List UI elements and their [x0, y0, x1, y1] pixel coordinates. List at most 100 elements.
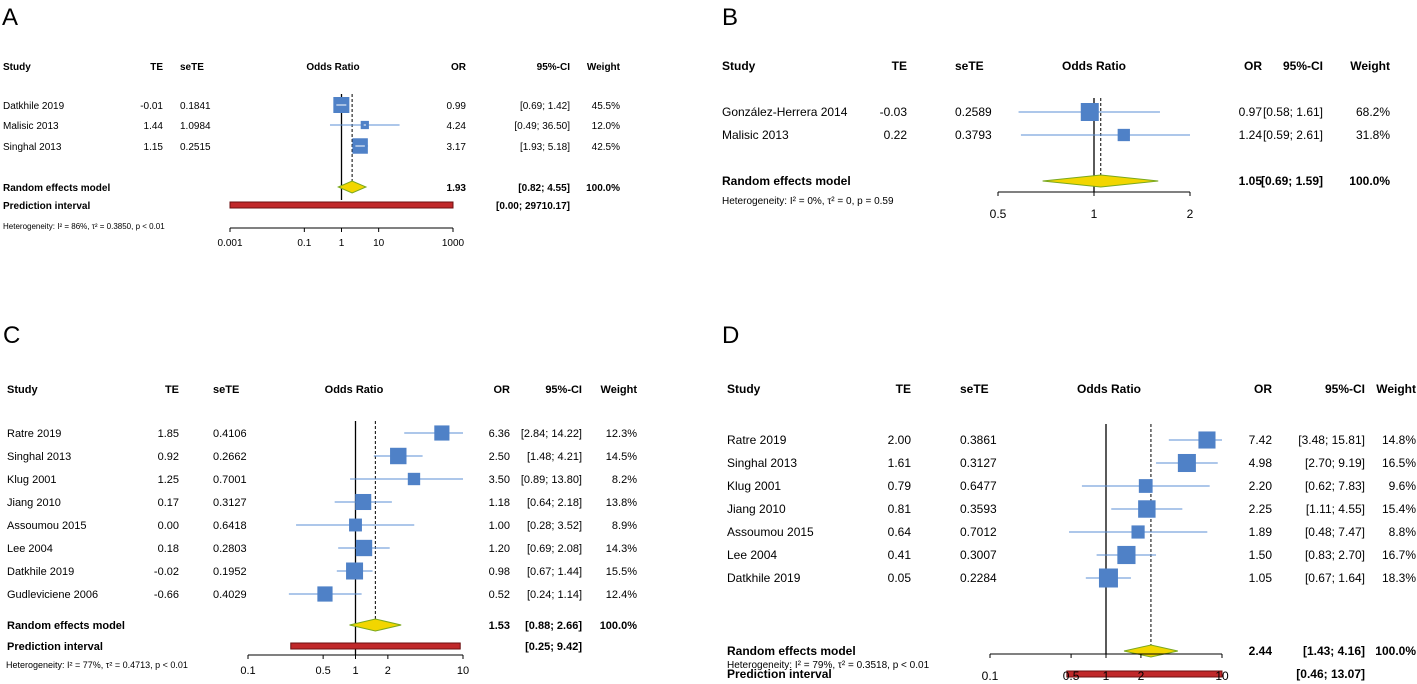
study-sete: 0.2515	[180, 142, 211, 153]
header-study: Study	[722, 59, 756, 73]
study-weight: 8.9%	[612, 520, 637, 532]
prediction-ci: [0.00; 29710.17]	[496, 201, 570, 212]
study-or: 2.50	[489, 451, 510, 463]
study-weight: 12.3%	[606, 428, 637, 440]
study-te: 2.00	[888, 433, 912, 447]
pooled-label: Random effects model	[727, 644, 856, 658]
study-row: Jiang 2010 0.17 0.3127 1.18 [0.64; 2.18] 13.8…	[7, 493, 637, 511]
pooled-diamond	[1123, 644, 1178, 658]
study-ci: [2.84; 14.22]	[521, 428, 582, 440]
pooled-row: Random effects model 2.44 [1.43; 4.16] 100.…	[727, 644, 1416, 658]
study-name: González-Herrera 2014	[722, 105, 848, 119]
x-tick-label: 0.1	[297, 238, 311, 249]
effect-box	[1131, 525, 1145, 539]
study-sete: 0.3127	[960, 456, 997, 470]
study-weight: 13.8%	[606, 497, 637, 509]
study-weight: 16.5%	[1382, 456, 1416, 470]
study-name: Gudleviciene 2006	[7, 589, 98, 601]
panel-d: D Study TE seTE Odds Ratio OR 95%-CI Weight Ratr…	[722, 322, 1416, 683]
study-or: 2.25	[1249, 502, 1273, 516]
header-ci: 95%-CI	[545, 384, 582, 396]
study-or: 1.18	[489, 497, 510, 509]
study-or: 1.05	[1249, 571, 1273, 585]
header-ci: 95%-CI	[1325, 382, 1365, 396]
header-te: TE	[892, 59, 907, 73]
study-or: 1.50	[1249, 548, 1273, 562]
header-odds-ratio: Odds Ratio	[325, 384, 384, 396]
study-te: 1.25	[158, 474, 179, 486]
study-row: Singhal 2013 1.15 0.2515 3.17 [1.93; 5.18] 42…	[3, 138, 620, 154]
study-weight: 9.6%	[1389, 479, 1417, 493]
effect-box	[346, 562, 364, 580]
header-or: OR	[451, 62, 467, 73]
study-row: Datkhile 2019 0.05 0.2284 1.05 [0.67; 1.64] 1…	[727, 568, 1416, 588]
study-te: -0.03	[880, 105, 908, 119]
study-te: 0.81	[888, 502, 912, 516]
study-ci: [0.58; 1.61]	[1263, 105, 1323, 119]
effect-box	[317, 586, 333, 602]
study-name: Ratre 2019	[7, 428, 61, 440]
effect-box	[349, 518, 362, 532]
study-sete: 0.3593	[960, 502, 997, 516]
header-weight: Weight	[601, 384, 638, 396]
study-ci: [0.49; 36.50]	[514, 121, 570, 132]
study-weight: 45.5%	[592, 101, 620, 112]
study-te: 0.79	[888, 479, 912, 493]
study-ci: [2.70; 9.19]	[1305, 456, 1365, 470]
panel-c: C Study TE seTE Odds Ratio OR 95%-CI Weight Ratr…	[3, 322, 637, 677]
x-tick-label: 2	[1187, 207, 1194, 221]
header-sete: seTE	[955, 59, 984, 73]
prediction-bar	[229, 201, 454, 209]
study-weight: 12.4%	[606, 589, 637, 601]
study-ci: [0.59; 2.61]	[1263, 128, 1323, 142]
study-row: Singhal 2013 1.61 0.3127 4.98 [2.70; 9.19] 16…	[727, 453, 1416, 473]
heterogeneity-text: Heterogeneity: I² = 77%, τ² = 0.4713, p …	[6, 660, 188, 670]
header-odds-ratio: Odds Ratio	[306, 62, 359, 73]
study-sete: 0.2803	[213, 543, 247, 555]
study-weight: 14.3%	[606, 543, 637, 555]
study-sete: 0.1841	[180, 101, 211, 112]
heterogeneity-text: Heterogeneity: I² = 86%, τ² = 0.3850, p …	[3, 222, 165, 231]
prediction-row: Prediction interval [0.25; 9.42]	[7, 641, 582, 653]
x-tick-label: 1	[352, 665, 358, 677]
x-tick-label: 0.1	[240, 665, 255, 677]
study-row: Assoumou 2015 0.64 0.7012 1.89 [0.48; 7.47] 8…	[727, 525, 1416, 539]
study-or: 1.00	[489, 520, 510, 532]
study-or: 1.89	[1249, 525, 1273, 539]
study-sete: 0.3861	[960, 433, 997, 447]
x-tick-label: 1	[339, 238, 345, 249]
panel-a: A Study TE seTE Odds Ratio OR 95%-CI Weight Datk…	[2, 4, 621, 249]
study-sete: 0.2662	[213, 451, 247, 463]
pooled-ci: [0.82; 4.55]	[518, 183, 570, 194]
study-or: 7.42	[1249, 433, 1273, 447]
header-study: Study	[3, 62, 31, 73]
study-row: González-Herrera 2014 -0.03 0.2589 0.97 [0.5…	[722, 103, 1390, 121]
study-te: 0.05	[888, 571, 912, 585]
study-or: 3.50	[489, 474, 510, 486]
effect-box	[1117, 545, 1136, 565]
study-name: Lee 2004	[7, 543, 53, 555]
x-axis: 0.1 0.5 1 2 10	[982, 653, 1229, 683]
study-name: Klug 2001	[7, 474, 57, 486]
effect-box	[1098, 568, 1118, 588]
study-te: 0.00	[158, 520, 179, 532]
prediction-ci: [0.25; 9.42]	[525, 641, 582, 653]
study-sete: 0.7012	[960, 525, 997, 539]
study-name: Singhal 2013	[7, 451, 71, 463]
study-ci: [1.48; 4.21]	[527, 451, 582, 463]
study-weight: 42.5%	[592, 142, 620, 153]
study-te: 1.44	[144, 121, 164, 132]
x-tick-label: 2	[385, 665, 391, 677]
prediction-bar	[290, 642, 461, 650]
panel-label: A	[2, 4, 18, 31]
study-or: 1.20	[489, 543, 510, 555]
study-row: Ratre 2019 1.85 0.4106 6.36 [2.84; 14.22] 12.…	[7, 425, 637, 441]
study-row: Singhal 2013 0.92 0.2662 2.50 [1.48; 4.21] 14…	[7, 447, 637, 465]
study-te: 0.92	[158, 451, 179, 463]
study-sete: 0.7001	[213, 474, 247, 486]
study-te: 0.64	[888, 525, 912, 539]
header-study: Study	[7, 384, 38, 396]
study-te: 1.15	[144, 142, 164, 153]
study-name: Datkhile 2019	[7, 566, 74, 578]
effect-box	[1198, 431, 1216, 449]
